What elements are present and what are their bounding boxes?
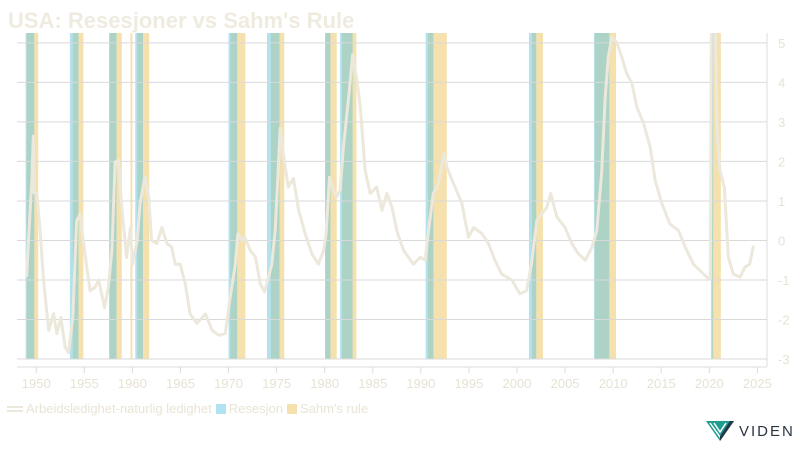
recession-sahm-overlap-band [72,33,79,359]
legend: Arbeidsledighet-naturlig ledighet Resesj… [7,401,372,416]
viden-logo: VIDEN [706,420,795,442]
y-tick-label: 3 [778,115,785,130]
y-tick-label: 2 [778,154,785,169]
legend-swatch-line [7,405,23,412]
x-tick-label: 2015 [647,376,676,391]
legend-label: Arbeidsledighet-naturlig ledighet [26,401,212,416]
x-tick-label: 1985 [358,376,387,391]
x-tick-label: 1995 [454,376,483,391]
y-tick-label: 4 [778,75,785,90]
recession-sahm-overlap-band [230,33,238,359]
legend-item-sahm-rule[interactable]: Sahm's rule [286,401,369,416]
x-tick-label: 1975 [262,376,291,391]
chart-title: USA: Resesjoner vs Sahm's Rule [8,8,355,33]
sahm-rule-band [130,33,133,359]
y-tick-label: -2 [778,312,790,327]
x-tick-label: 1965 [166,376,195,391]
sahm-rule-band [712,33,721,359]
legend-label: Sahm's rule [299,401,369,416]
legend-item-recession[interactable]: Resesjon [215,401,283,416]
legend-label: Resesjon [228,401,283,416]
x-tick-label: 1960 [118,376,147,391]
x-tick-label: 2025 [743,376,772,391]
y-tick-label: 1 [778,194,785,209]
x-tick-label: 2020 [695,376,724,391]
recession-sahm-overlap-band [531,33,537,359]
x-tick-label: 2000 [503,376,532,391]
grid-layer [17,42,767,360]
recession-sahm-overlap-band [270,33,280,359]
axes-layer: 5 4 3 2 1 0 -1 -2 -3 1950 1955 1960 1965 1970 1975 1980… [17,33,790,391]
sahm-rule-band [325,33,337,359]
brand-name: VIDEN [739,422,795,440]
y-tick-label: 5 [778,36,785,51]
series-line-unemployment-gap [25,33,755,355]
legend-swatch-recession [215,403,226,414]
x-tick-label: 1970 [214,376,243,391]
recession-sahm-overlap-band [428,33,434,359]
x-tick-label: 1955 [70,376,99,391]
y-tick-label: -1 [778,273,790,288]
legend-item-unemployment-gap[interactable]: Arbeidsledighet-naturlig ledighet [7,401,212,416]
x-tick-label: 2010 [599,376,628,391]
x-tick-label: 1980 [310,376,339,391]
legend-swatch-sahm [286,403,297,414]
y-tick-label: 0 [778,233,785,248]
line-layer [25,33,755,355]
x-tick-label: 2005 [551,376,580,391]
x-tick-label: 1990 [406,376,435,391]
recession-sahm-overlap-band [342,33,353,359]
recession-sahm-overlap-band [712,33,714,359]
y-tick-label: -3 [778,352,790,367]
x-tick-label: 1950 [22,376,51,391]
sahm-rule-band [531,33,543,359]
viden-logo-icon [706,421,734,441]
